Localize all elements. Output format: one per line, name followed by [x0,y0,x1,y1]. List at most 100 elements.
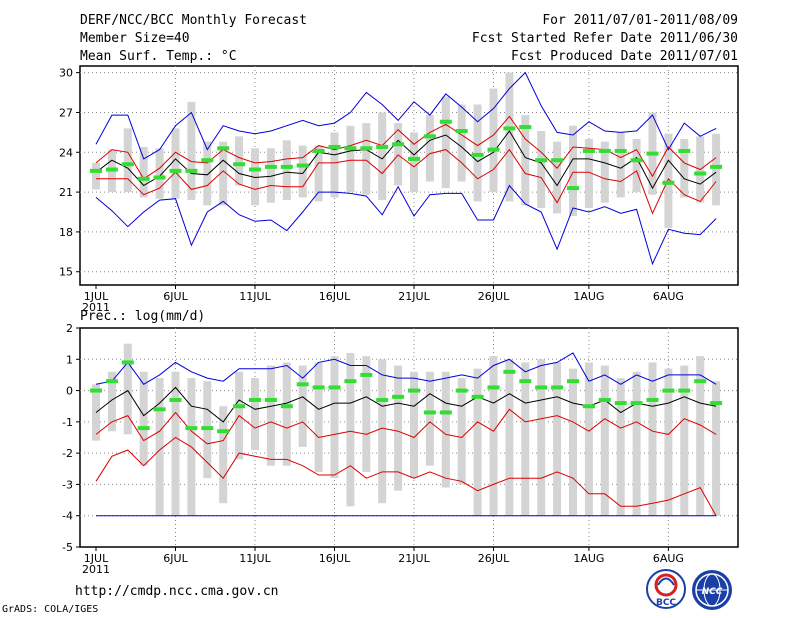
temp-obs-14 [296,163,309,168]
temp-box-29 [537,131,546,209]
prec-box-15 [314,362,323,472]
temp-box-21 [410,132,418,193]
temp-box-9 [219,141,228,206]
temp-box-35 [632,139,641,193]
temp-obs-31 [567,186,579,191]
prec-obs-14 [296,382,309,387]
prec-obs-36 [646,397,659,402]
prec-obs-21 [408,388,420,393]
temp-ytick-label-5: 30 [59,67,73,80]
prec-box-35 [632,371,641,516]
prec-box-23 [441,371,450,488]
prec-obs-18 [360,372,373,377]
prec-line-inner-min [95,436,717,516]
temp-box-13 [282,140,291,201]
prec-box-22 [425,371,434,466]
temp-box-27 [505,72,514,202]
prec-xtick-label-2: 11JUL [239,552,271,565]
variable-label: Mean Surf. Temp.: °C [80,49,237,64]
prec-obs-30 [551,385,564,390]
prec-obs-23 [439,410,452,415]
prec-obs-32 [582,404,595,409]
temp-obs-28 [519,125,532,130]
temp-obs-38 [678,148,691,153]
precip-panel-title: Prec.: log(mm/d) [80,309,206,324]
temp-line-outer-max [95,71,717,160]
prec-obs-6 [169,397,182,402]
prec-box-9 [219,406,228,504]
temp-line-outer-min [95,184,717,266]
temp-box-28 [521,115,530,206]
temp-obs-37 [662,180,675,185]
prec-xtick-label-1: 6JUL [163,552,188,565]
fcst-produced-date: Fcst Produced Date 2011/07/01 [511,49,738,64]
prec-obs-34 [614,401,627,406]
prec-obs-38 [678,388,691,393]
temp-box-19 [378,112,387,201]
prec-box-17 [346,353,355,507]
temp-obs-9 [217,146,230,151]
temp-xtick-label-6: 1AUG [573,290,604,303]
temp-box-4 [139,146,148,198]
temp-obs-33 [598,148,611,153]
prec-obs-24 [455,388,468,393]
temp-xtick-label-1: 6JUL [163,290,188,303]
prec-box-19 [378,359,387,504]
temp-box-7 [187,101,196,201]
prec-year-label: 2011 [82,563,110,576]
prec-ytick-label-5: 0 [66,385,73,398]
temp-line-inner-max [95,115,717,180]
prec-obs-35 [630,401,643,406]
prec-line-inner-max [95,386,717,423]
forecast-period: For 2011/07/01-2011/08/09 [542,13,738,28]
bcc-logo-text: BCC [656,598,676,608]
prec-ytick-label-7: 2 [66,322,73,335]
temp-xtick-label-7: 6AUG [653,290,684,303]
prec-obs-4 [137,426,150,431]
prec-box-6 [171,371,180,516]
temp-box-3 [123,128,132,193]
temp-ytick-label-4: 27 [59,106,73,119]
prec-obs-8 [201,426,214,431]
prec-xtick-label-6: 1AUG [573,552,604,565]
bcc-logo-icon: BCC [646,569,686,609]
temp-obs-15 [312,148,325,153]
temp-box-12 [266,148,275,203]
fcst-started-date: Fcst Started Refer Date 2011/06/30 [471,31,738,46]
prec-box-30 [553,362,562,516]
temp-box-17 [346,125,355,193]
temp-obs-6 [169,168,182,173]
prec-ytick-label-1: -4 [62,510,73,523]
temp-box-14 [298,145,307,198]
prec-line-ensemble-mean [95,408,717,445]
temp-box-22 [425,115,434,182]
temp-ytick-label-3: 24 [59,146,73,159]
prec-ytick-label-0: -5 [62,541,73,554]
prec-obs-29 [535,385,548,390]
temp-obs-26 [487,147,500,152]
member-size: Member Size=40 [80,31,190,46]
temp-xtick-label-0: 1JUL [84,290,109,303]
prec-obs-5 [153,407,166,412]
prec-xtick-label-3: 16JUL [319,552,351,565]
temp-xtick-label-5: 26JUL [478,290,510,303]
prec-obs-3 [121,360,134,365]
temp-obs-12 [264,164,277,169]
temp-box-38 [680,139,689,198]
temp-obs-18 [360,146,373,151]
prec-xtick-label-0: 1JUL [84,552,109,565]
prec-box-38 [680,365,689,516]
temp-obs-34 [614,148,627,153]
temp-box-5 [155,148,164,199]
prec-obs-10 [233,404,246,409]
prec-plot-frame [79,327,739,548]
temp-box-34 [616,132,625,198]
temp-box-33 [600,141,609,203]
ncc-logo-icon: NCC [692,570,732,610]
prec-xtick-label-7: 6AUG [653,552,684,565]
source-url[interactable]: http://cmdp.ncc.cma.gov.cn [75,584,279,599]
prec-obs-22 [423,410,436,415]
temp-ytick-label-2: 21 [59,186,73,199]
prec-obs-27 [503,369,516,374]
